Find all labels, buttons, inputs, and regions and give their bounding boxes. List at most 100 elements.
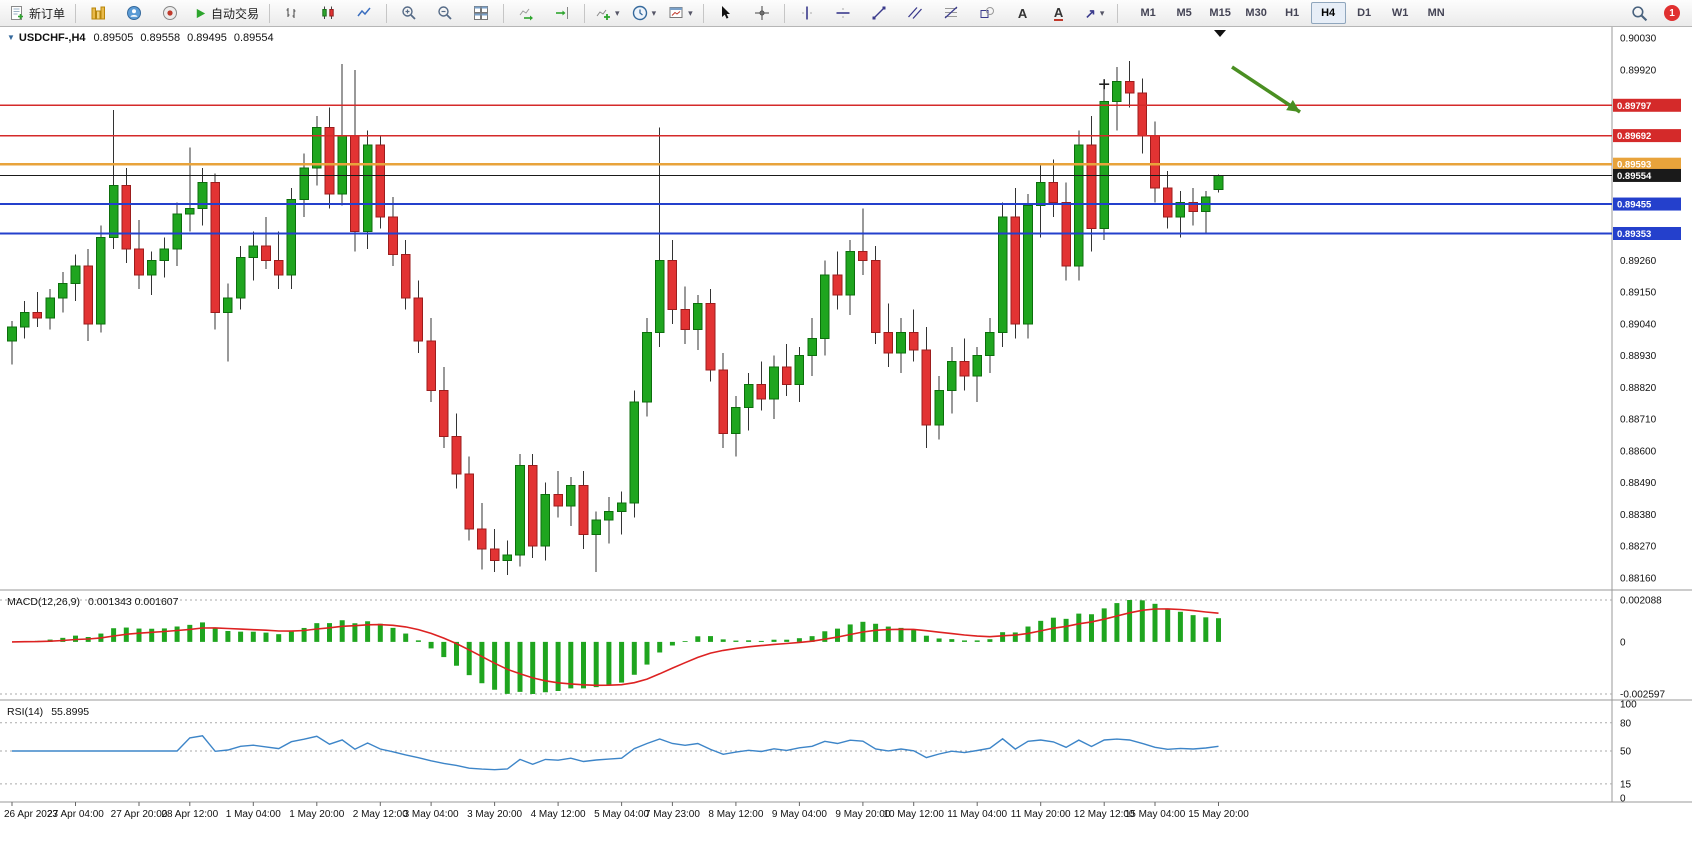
timeframe-m15-button[interactable]: M15 bbox=[1209, 7, 1231, 19]
tile-windows-button[interactable] bbox=[464, 1, 498, 25]
toolbar: 新订单 自动交易 bbox=[0, 0, 1692, 27]
collapse-triangle-icon[interactable]: ▼ bbox=[7, 33, 15, 42]
toolbar-separator bbox=[783, 3, 785, 23]
indicators-add-icon bbox=[596, 9, 611, 20]
shapes-tool-button[interactable] bbox=[970, 1, 1004, 25]
cursor-button[interactable] bbox=[709, 1, 743, 25]
text-tool-button[interactable]: A bbox=[1006, 1, 1040, 25]
vertical-line-tool-button[interactable] bbox=[790, 1, 824, 25]
chart-canvas[interactable]: 0.002088 -0.002597 0 100 80 50 15 0 0.90030 0.899… bbox=[0, 27, 1692, 859]
bar-chart-icon bbox=[286, 8, 296, 18]
zoom-in-button[interactable] bbox=[392, 1, 426, 25]
crosshair-icon bbox=[754, 6, 769, 20]
profile-icon bbox=[127, 6, 142, 20]
rsi-header: RSI(14) 55.8995 bbox=[7, 706, 96, 718]
market-depth-button[interactable] bbox=[81, 1, 115, 25]
timeframe-h4-button[interactable]: H4 bbox=[1310, 2, 1346, 24]
svg-text:0.89797: 0.89797 bbox=[1617, 101, 1651, 112]
auto-scroll-button[interactable] bbox=[509, 1, 543, 25]
svg-text:12 May 12:00: 12 May 12:00 bbox=[1074, 809, 1135, 820]
shapes-icon bbox=[980, 7, 994, 18]
timeframe-m30-button[interactable]: M30 bbox=[1245, 7, 1267, 19]
macd-panel: 0.002088 -0.002597 0 bbox=[0, 596, 1665, 701]
chart-shift-icon bbox=[556, 7, 569, 19]
chevron-down-icon: ▾ bbox=[651, 7, 657, 18]
svg-text:0.88820: 0.88820 bbox=[1620, 383, 1657, 394]
timeframe-h1-button[interactable]: H1 bbox=[1285, 7, 1300, 19]
horizontal-line-tool-button[interactable] bbox=[826, 1, 860, 25]
arrows-tool-button[interactable]: ↗ ▾ bbox=[1078, 1, 1112, 25]
toolbar-separator bbox=[75, 3, 77, 23]
line-chart-button[interactable] bbox=[347, 1, 381, 25]
timeframe-m5-button[interactable]: M5 bbox=[1176, 7, 1192, 19]
svg-text:3 May 04:00: 3 May 04:00 bbox=[404, 809, 459, 820]
profile-button[interactable] bbox=[117, 1, 151, 25]
rsi-line bbox=[12, 735, 1219, 771]
new-order-button[interactable]: 新订单 bbox=[4, 1, 70, 25]
chart-area: 0.002088 -0.002597 0 100 80 50 15 0 0.90030 0.899… bbox=[0, 27, 1692, 859]
search-button[interactable] bbox=[1622, 1, 1656, 25]
new-order-icon bbox=[11, 6, 23, 20]
community-button[interactable] bbox=[153, 1, 187, 25]
vertical-line-icon bbox=[801, 6, 812, 20]
svg-text:0.89040: 0.89040 bbox=[1620, 319, 1657, 330]
zoom-out-button[interactable] bbox=[428, 1, 462, 25]
svg-text:27 Apr 04:00: 27 Apr 04:00 bbox=[47, 809, 104, 820]
arrow-tool-icon: ↗ bbox=[1084, 5, 1096, 21]
svg-text:9 May 20:00: 9 May 20:00 bbox=[835, 809, 890, 820]
scroll-to-end-marker bbox=[1214, 30, 1226, 37]
community-icon bbox=[163, 6, 178, 20]
symbol-label: USDCHF-,H4 bbox=[18, 32, 86, 44]
cursor-icon bbox=[721, 6, 730, 19]
auto-trading-button[interactable]: 自动交易 bbox=[189, 1, 264, 25]
svg-text:0: 0 bbox=[1620, 794, 1626, 805]
horizontal-lines[interactable] bbox=[0, 104, 1612, 235]
svg-text:26 Apr 2023: 26 Apr 2023 bbox=[4, 809, 58, 820]
price-tag bbox=[1613, 197, 1681, 211]
ohlc-close: 0.89554 bbox=[233, 32, 274, 44]
timeframe-mn-button[interactable]: MN bbox=[1427, 7, 1445, 19]
price-tag bbox=[1613, 98, 1681, 112]
svg-text:0.002088: 0.002088 bbox=[1620, 596, 1662, 607]
svg-text:1 May 20:00: 1 May 20:00 bbox=[289, 809, 344, 820]
trendline-tool-button[interactable] bbox=[862, 1, 896, 25]
timeframe-d1-button[interactable]: D1 bbox=[1357, 7, 1372, 19]
bar-chart-button[interactable] bbox=[275, 1, 309, 25]
ohlc-low: 0.89495 bbox=[187, 32, 227, 44]
svg-text:8 May 12:00: 8 May 12:00 bbox=[708, 809, 763, 820]
fibonacci-tool-button[interactable] bbox=[934, 1, 968, 25]
indicators-button[interactable]: ▾ bbox=[590, 1, 625, 25]
svg-text:0.88930: 0.88930 bbox=[1620, 351, 1657, 362]
candlestick-chart-button[interactable] bbox=[311, 1, 345, 25]
macd-header: MACD(12,26,9) 0.001343 0.001607 bbox=[7, 596, 185, 608]
templates-icon bbox=[669, 7, 683, 18]
chevron-down-icon: ▾ bbox=[615, 7, 620, 18]
text-label-tool-button[interactable]: A bbox=[1042, 1, 1076, 25]
new-order-label: 新订单 bbox=[29, 6, 66, 21]
svg-text:-0.002597: -0.002597 bbox=[1620, 690, 1665, 701]
notification-badge[interactable]: 1 bbox=[1664, 5, 1680, 21]
templates-button[interactable]: ▾ bbox=[663, 1, 698, 25]
price-axis: 0.90030 0.89920 0.89260 0.89150 0.89040 0.889… bbox=[1613, 34, 1681, 585]
search-icon bbox=[1631, 5, 1647, 21]
svg-text:11 May 04:00: 11 May 04:00 bbox=[947, 809, 1007, 820]
rsi-panel: 100 80 50 15 0 bbox=[0, 700, 1637, 805]
play-icon bbox=[196, 8, 206, 18]
timeframe-m1-button[interactable]: M1 bbox=[1140, 7, 1156, 19]
channel-tool-button[interactable] bbox=[898, 1, 932, 25]
svg-text:0.89554: 0.89554 bbox=[1617, 171, 1652, 182]
text-tool-icon: A bbox=[1017, 5, 1028, 21]
svg-text:0: 0 bbox=[1620, 637, 1626, 648]
svg-text:1 May 04:00: 1 May 04:00 bbox=[226, 809, 281, 820]
svg-text:5 May 04:00: 5 May 04:00 bbox=[594, 809, 649, 820]
toolbar-right-group: 1 bbox=[1622, 1, 1688, 25]
svg-text:15: 15 bbox=[1620, 779, 1632, 790]
svg-text:15 May 20:00: 15 May 20:00 bbox=[1188, 809, 1249, 820]
chevron-down-icon: ▾ bbox=[1099, 7, 1105, 18]
timeframe-w1-button[interactable]: W1 bbox=[1391, 7, 1409, 19]
crosshair-button[interactable] bbox=[745, 1, 779, 25]
svg-text:4 May 12:00: 4 May 12:00 bbox=[531, 809, 586, 820]
chart-shift-button[interactable] bbox=[545, 1, 579, 25]
annotations[interactable] bbox=[1099, 30, 1301, 114]
periods-button[interactable]: ▾ bbox=[627, 1, 662, 25]
